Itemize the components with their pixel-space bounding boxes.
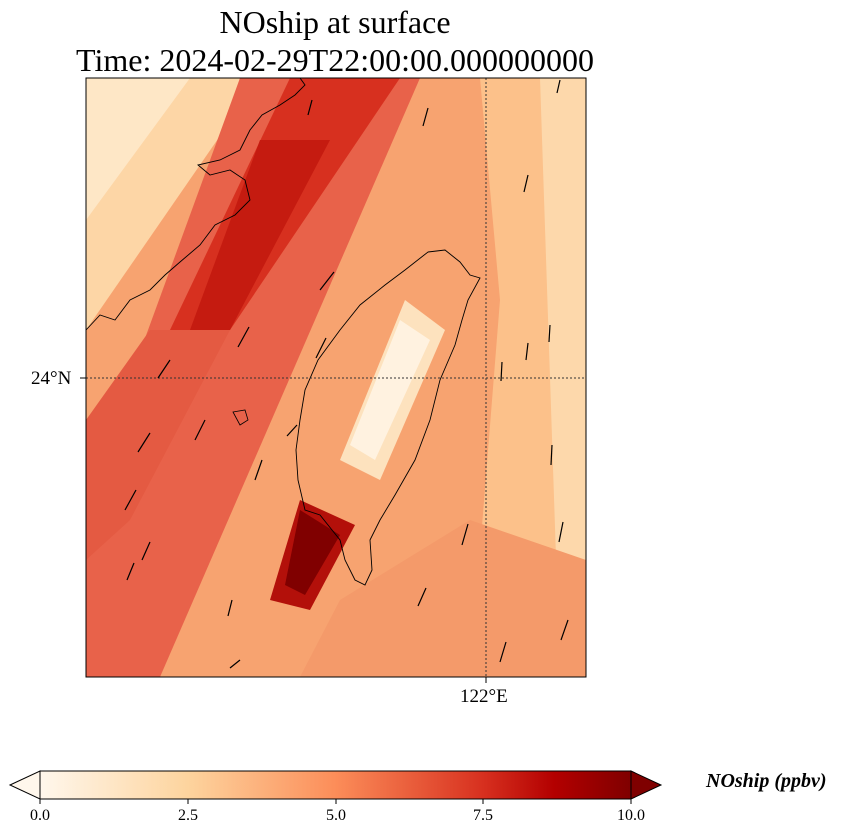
colorbar-tick-1: 2.5	[178, 807, 198, 824]
colorbar-extend-max	[630, 770, 663, 800]
lon-tick-label: 122°E	[460, 686, 508, 707]
map-subtitle-time: Time: 2024-02-29T22:00:00.000000000	[76, 42, 594, 78]
china-coastline	[85, 77, 306, 331]
colorbar-tick-3: 7.5	[473, 807, 493, 824]
map-panel	[80, 77, 587, 683]
colorbar-tick-4: 10.0	[617, 807, 645, 824]
colorbar-extend-min	[8, 770, 41, 800]
lat-tick-label: 24°N	[31, 368, 72, 389]
colorbar-label: NOship (ppbv)	[706, 770, 827, 792]
colorbar-tick-0: 0.0	[30, 807, 50, 824]
colorbar-gradient	[39, 770, 632, 800]
wind-vectors	[124, 79, 569, 669]
penghu-island	[232, 409, 249, 426]
colorbar	[8, 770, 663, 804]
map-title: NOship at surface	[219, 4, 451, 40]
taiwan-coastline	[295, 249, 481, 586]
concentration-field	[86, 78, 586, 677]
colorbar-tick-2: 5.0	[326, 807, 346, 824]
